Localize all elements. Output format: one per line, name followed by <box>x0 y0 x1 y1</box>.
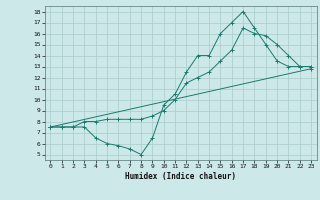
X-axis label: Humidex (Indice chaleur): Humidex (Indice chaleur) <box>125 172 236 181</box>
